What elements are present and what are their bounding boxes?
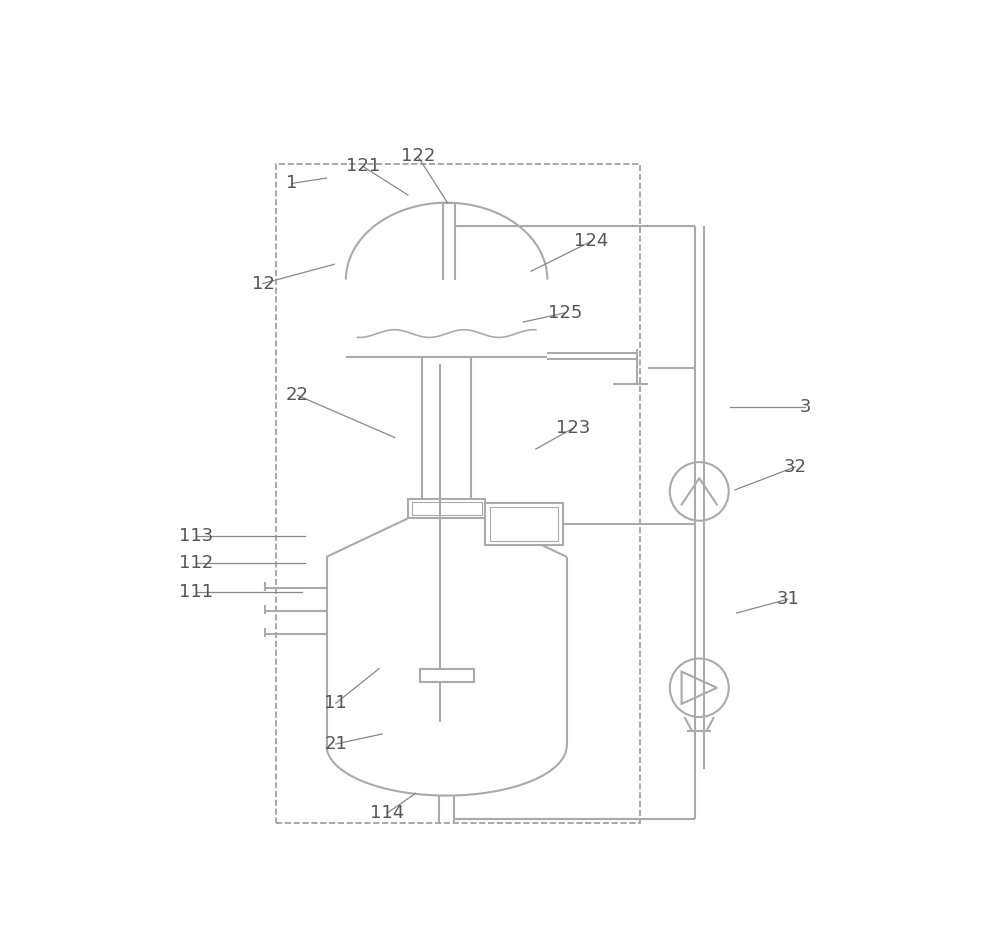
Bar: [276, 165, 640, 823]
Text: 31: 31: [776, 591, 799, 609]
Bar: [485, 503, 563, 545]
Text: 32: 32: [784, 457, 807, 476]
Text: 1: 1: [286, 174, 297, 192]
Text: 12: 12: [252, 275, 274, 293]
Bar: [412, 502, 482, 515]
Text: 111: 111: [179, 583, 213, 600]
Text: 113: 113: [179, 527, 213, 545]
Text: 122: 122: [401, 147, 435, 165]
Text: 22: 22: [286, 386, 309, 404]
Text: 123: 123: [556, 419, 590, 437]
Text: 125: 125: [548, 303, 582, 321]
Text: 21: 21: [324, 735, 347, 753]
Bar: [408, 499, 485, 518]
Text: 112: 112: [179, 554, 213, 573]
Bar: [420, 669, 474, 683]
Text: 114: 114: [370, 805, 404, 823]
Text: 121: 121: [346, 158, 380, 176]
Text: 124: 124: [574, 232, 609, 250]
Text: 11: 11: [324, 694, 347, 712]
Text: 3: 3: [800, 398, 811, 416]
Bar: [490, 507, 558, 541]
